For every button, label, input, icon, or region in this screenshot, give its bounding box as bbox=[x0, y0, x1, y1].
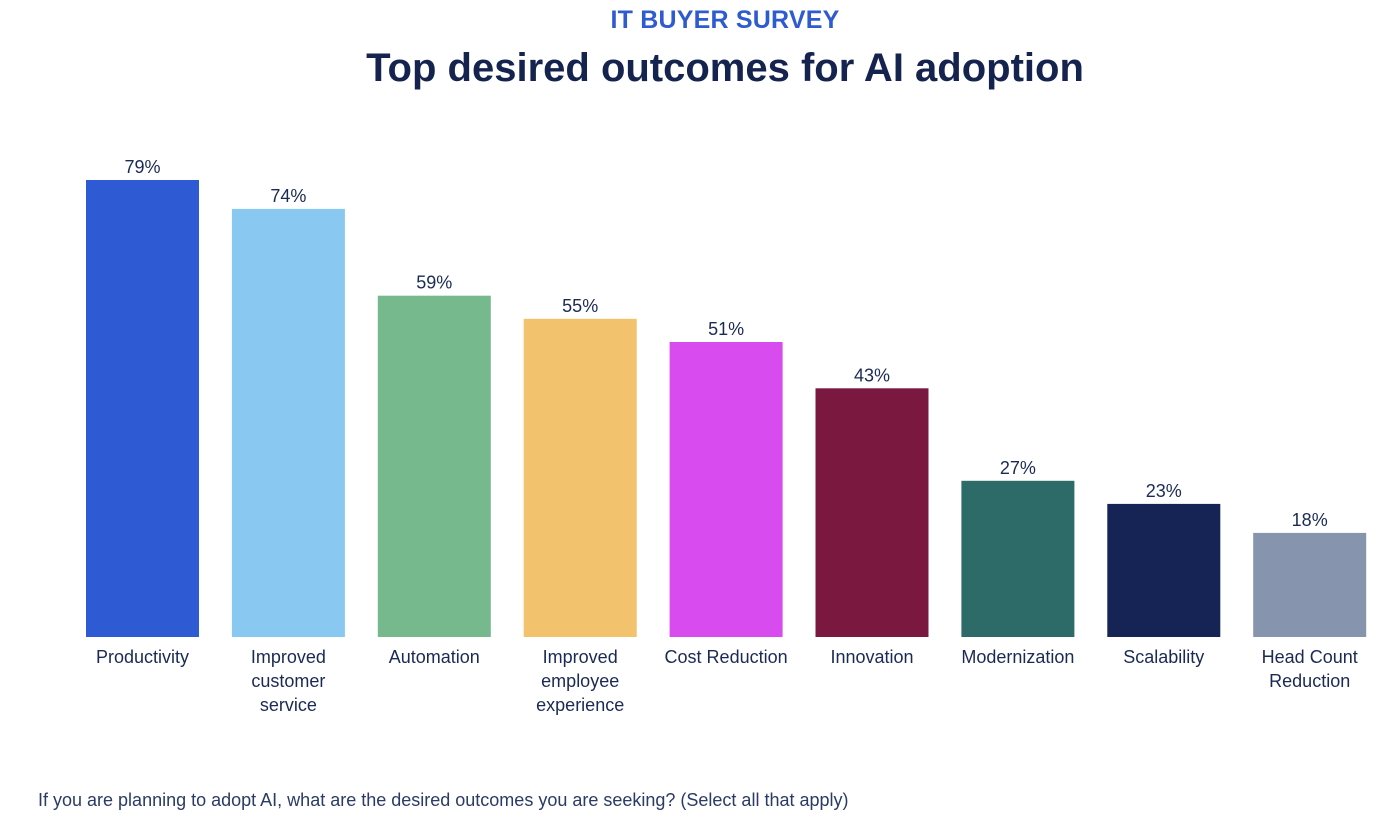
bar-1 bbox=[231, 208, 345, 637]
bar-3 bbox=[523, 318, 637, 637]
category-label-6-line-0: Modernization bbox=[961, 647, 1074, 667]
category-label-3-line-0: Improved bbox=[543, 647, 618, 667]
bar-0 bbox=[86, 180, 199, 637]
bar-6 bbox=[961, 480, 1075, 637]
survey-question: If you are planning to adopt AI, what ar… bbox=[38, 790, 849, 810]
value-label-4: 51% bbox=[708, 319, 744, 339]
category-label-3-line-1: employee bbox=[541, 671, 619, 691]
value-label-6: 27% bbox=[1000, 458, 1036, 478]
bar-5 bbox=[815, 388, 929, 637]
category-label-0-line-0: Productivity bbox=[96, 647, 189, 667]
value-label-3: 55% bbox=[562, 296, 598, 316]
survey-kicker: IT BUYER SURVEY bbox=[610, 6, 840, 34]
bar-2 bbox=[377, 295, 491, 637]
chart-title: Top desired outcomes for AI adoption bbox=[366, 46, 1084, 90]
category-label-1-line-1: customer bbox=[251, 671, 325, 691]
category-label-1-line-2: service bbox=[260, 695, 317, 715]
category-label-3-line-2: experience bbox=[536, 695, 624, 715]
category-label-5-line-0: Innovation bbox=[830, 647, 913, 667]
value-label-5: 43% bbox=[854, 365, 890, 385]
value-label-8: 18% bbox=[1292, 510, 1328, 530]
category-label-8-line-0: Head Count bbox=[1262, 647, 1358, 667]
value-label-7: 23% bbox=[1146, 481, 1182, 501]
value-label-0: 79% bbox=[124, 157, 160, 177]
category-label-8-line-1: Reduction bbox=[1269, 671, 1350, 691]
category-label-4-line-0: Cost Reduction bbox=[665, 647, 788, 667]
value-label-1: 74% bbox=[270, 186, 306, 206]
value-label-2: 59% bbox=[416, 273, 452, 293]
category-label-2-line-0: Automation bbox=[389, 647, 480, 667]
bar-7 bbox=[1107, 503, 1221, 637]
bar-8 bbox=[1253, 532, 1367, 637]
category-label-1-line-0: Improved bbox=[251, 647, 326, 667]
bar-4 bbox=[669, 342, 783, 637]
category-label-7-line-0: Scalability bbox=[1123, 647, 1204, 667]
